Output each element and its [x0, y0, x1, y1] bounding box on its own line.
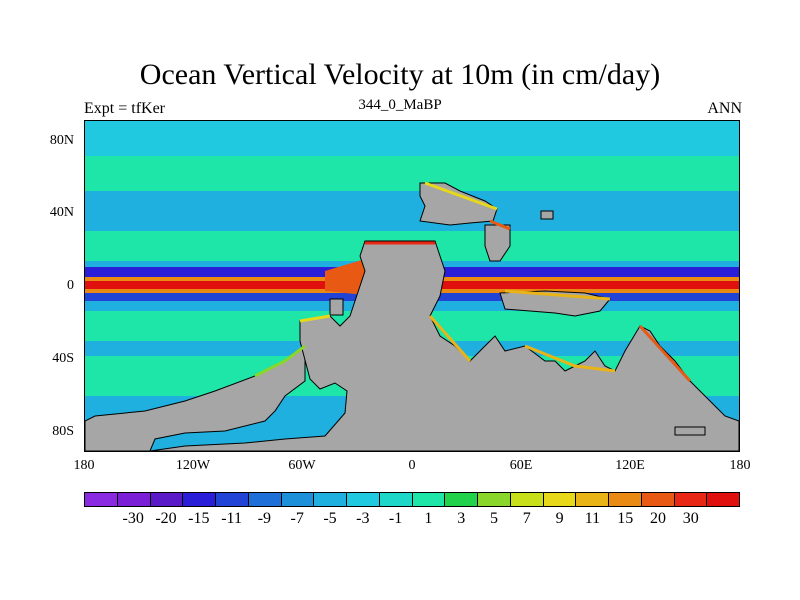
legend-swatch: [216, 493, 249, 506]
legend-label: -15: [188, 510, 210, 527]
landmass-north: [419, 182, 498, 226]
experiment-label: Expt = tfKer: [84, 100, 165, 117]
legend-label: -1: [388, 510, 403, 527]
legend-swatch: [412, 493, 446, 506]
y-tick-label: 40S: [52, 351, 74, 366]
legend-swatch: [281, 493, 315, 506]
legend-label: 30: [682, 510, 699, 527]
legend-label: -9: [257, 510, 272, 527]
y-tick-label: 40N: [49, 205, 74, 220]
x-tick-label: 120E: [615, 458, 645, 473]
time-label: 344_0_MaBP: [358, 97, 442, 113]
legend-swatch: [183, 493, 216, 506]
map-title: Ocean Vertical Velocity at 10m (in cm/da…: [139, 58, 661, 91]
legend-swatch: [609, 493, 642, 506]
legend-label: -11: [221, 510, 242, 527]
x-tick-label: 0: [408, 458, 416, 473]
map-canvas: [85, 121, 739, 451]
legend-swatch: [379, 493, 413, 506]
legend-label: 5: [490, 510, 498, 527]
legend-label: 15: [617, 510, 634, 527]
color-legend: [84, 492, 740, 507]
legend-swatch: [641, 493, 675, 506]
y-tick-label: 0: [67, 278, 74, 293]
coastal-upwelling: [254, 181, 692, 383]
legend-label: 20: [650, 510, 666, 527]
land: [85, 182, 739, 451]
legend-swatch: [576, 493, 609, 506]
north-streak: [85, 176, 245, 184]
x-tick-label: 60E: [509, 458, 533, 473]
legend-swatch: [543, 493, 577, 506]
landmass-north-east: [484, 224, 511, 262]
legend-label: -5: [323, 510, 337, 527]
legend-label: -30: [122, 510, 144, 527]
legend-label: 3: [457, 510, 466, 527]
legend-swatch: [510, 493, 544, 506]
x-tick-label: 120W: [175, 458, 211, 473]
legend-swatch: [314, 493, 347, 506]
legend-swatch: [85, 493, 118, 506]
legend-swatch: [150, 493, 184, 506]
legend-swatch: [117, 493, 151, 506]
small-island-1: [540, 210, 554, 220]
legend-swatch: [248, 493, 282, 506]
subtropical-band-north: [85, 191, 739, 231]
landmass-southwest: [85, 345, 306, 451]
legend-swatch: [478, 493, 511, 506]
legend-label: -20: [155, 510, 177, 527]
legend-swatch: [707, 493, 739, 506]
legend-swatch: [347, 493, 380, 506]
small-island-2: [674, 426, 706, 436]
legend-label: 11: [584, 510, 601, 527]
x-tick-label: 180: [73, 458, 95, 473]
y-tick-label: 80N: [49, 133, 74, 148]
season-label: ANN: [707, 100, 742, 117]
legend-label: 7: [522, 510, 531, 527]
y-tick-label: 80S: [52, 424, 74, 439]
legend-label: 1: [424, 510, 433, 527]
legend-swatch: [674, 493, 708, 506]
x-tick-label: 60W: [288, 458, 316, 473]
legend-label: -3: [356, 510, 370, 527]
polar-band-north: [85, 121, 739, 156]
subpolar-band-north: [85, 156, 739, 191]
legend-label: 9: [555, 510, 564, 527]
velocity-map: [84, 120, 740, 452]
legend-swatch: [445, 493, 478, 506]
legend-label: -7: [290, 510, 304, 527]
x-tick-label: 180: [729, 458, 751, 473]
small-island-3: [329, 298, 344, 316]
